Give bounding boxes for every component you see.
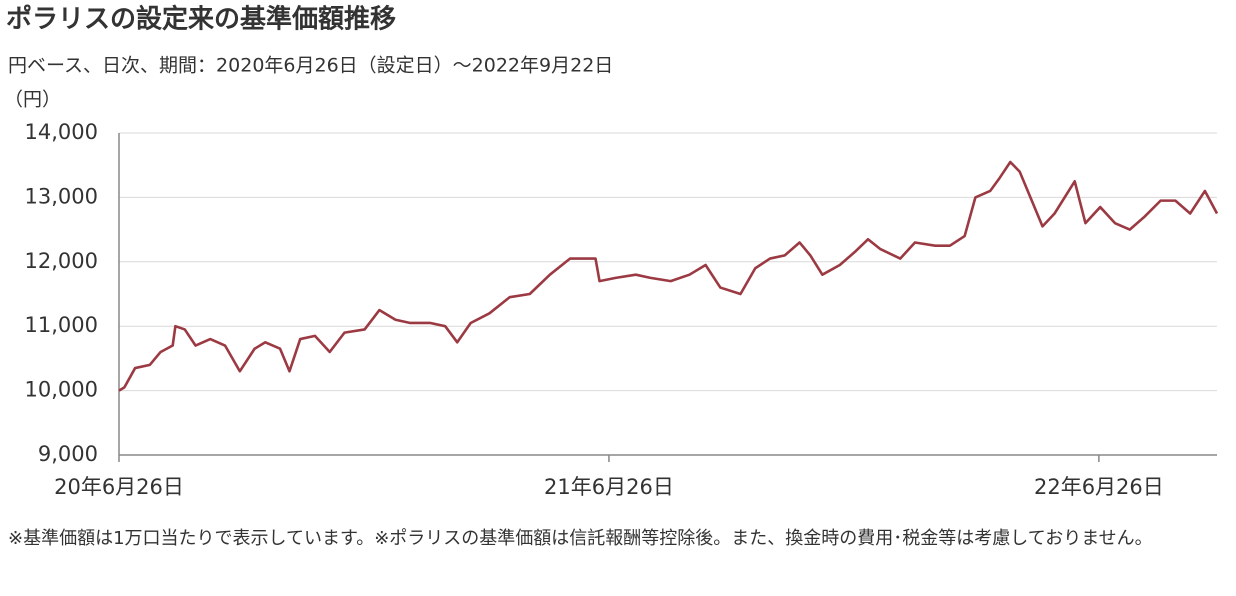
y-tick-label: 12,000 [25,249,98,273]
footnote: ※基準価額は1万口当たりで表示しています。※ポラリスの基準価額は信託報酬等控除後… [8,528,1153,549]
y-tick-label: 10,000 [25,378,98,402]
x-tick-label: 21年6月26日 [544,475,674,499]
x-tick-label: 20年6月26日 [54,475,184,499]
x-tick-label: 22年6月26日 [1034,475,1164,499]
y-tick-label: 13,000 [25,184,98,208]
y-axis-label: （円） [4,89,61,111]
price-line [118,160,1219,392]
chart-title: ポラリスの設定来の基準価額推移 [6,4,396,35]
chart-subtitle: 円ベース、日次、期間：2020年6月26日（設定日）～2022年9月22日 [8,55,613,77]
y-tick-label: 9,000 [38,442,98,466]
chart: ポラリスの設定来の基準価額推移 円ベース、日次、期間：2020年6月26日（設定… [4,4,1219,499]
y-tick-label: 11,000 [25,313,98,337]
y-tick-label: 14,000 [25,120,98,144]
